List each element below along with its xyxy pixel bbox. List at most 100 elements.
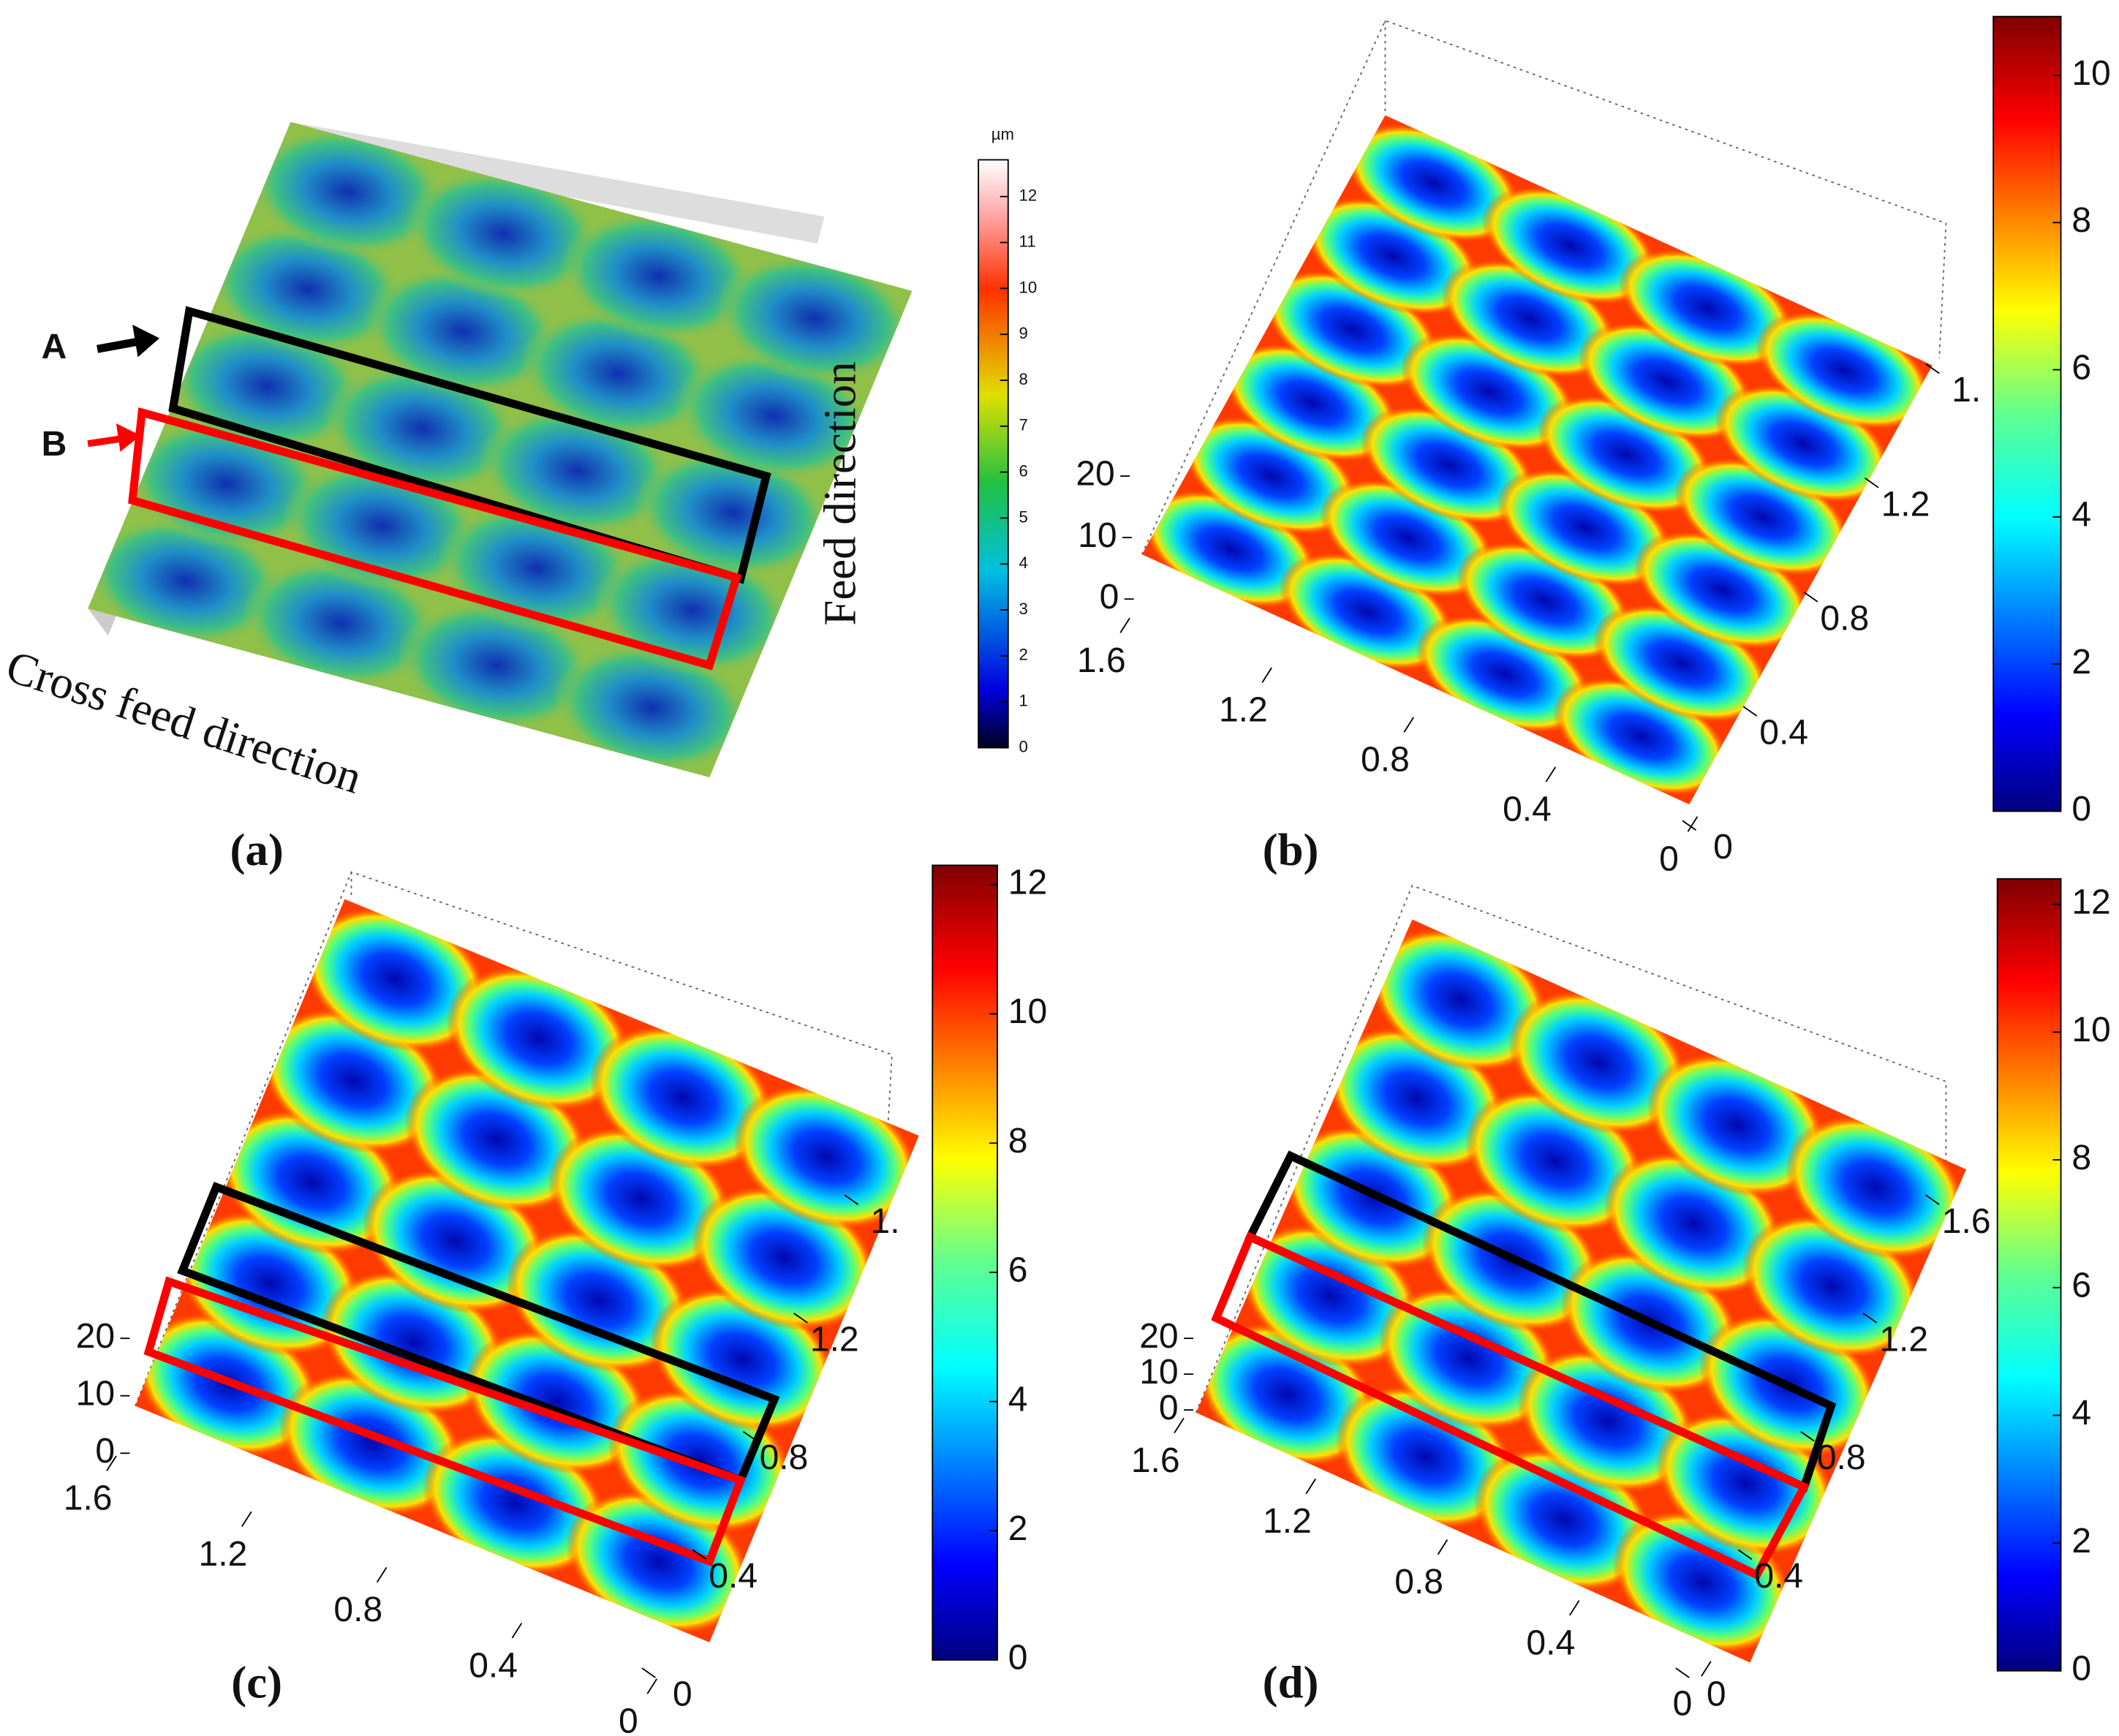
axis-tick-label: 0 [1713,828,1733,867]
axis-tick-label: 0.8 [1817,1438,1866,1477]
axis-tick [1862,1313,1878,1324]
colorbar [1996,878,2062,1672]
axis-tick-label: 1. [1952,371,1981,410]
axis-tick-label: 1.6 [1077,641,1126,680]
colorbar-tick-label: 1 [1019,692,1028,710]
axis-tick [1687,816,1699,832]
axis-tick-label: 1.2 [199,1535,248,1574]
axis-tick-label: 0.4 [1526,1623,1575,1662]
colorbar [978,159,1009,749]
axis-tick [692,1549,707,1560]
colorbar-tick-label: 6 [2071,1266,2091,1305]
colorbar-tick-label: 6 [1019,462,1028,480]
axis-tick [241,1511,252,1528]
axis-tick [742,1430,758,1442]
axis-tick-label: 1.6 [1131,1441,1180,1480]
dimple [1647,1052,1827,1198]
axis-tick-label: 10 [1139,1353,1178,1392]
colorbar-tick-label: 2 [1008,1509,1028,1548]
axis-tick-label: 0 [95,1432,115,1471]
axis-tick-label: 10 [76,1374,115,1413]
colorbar-tick-label: 9 [1019,324,1028,342]
axis-tick-label: 0 [1100,578,1119,616]
axis-tick-label: 10 [1078,516,1117,555]
axis-tick [646,1678,658,1694]
surface [135,899,919,1643]
dimple [1508,989,1689,1135]
annotation: Feed direction [815,361,866,625]
axis-tick-label: 1.6 [64,1479,113,1518]
axis-tick-label: 0 [1673,1685,1693,1724]
axis-tick-label: 0.8 [760,1438,809,1477]
axis-tick [1737,1549,1753,1560]
axis-tick-label: 20 [1076,455,1114,494]
axis-tick-label: 20 [1139,1317,1178,1356]
axis-tick [1437,1539,1448,1555]
axis-tick [106,1455,117,1471]
panel-label: (d) [1263,1656,1319,1707]
dimple [589,1024,776,1171]
axis-tick [1803,592,1818,603]
frame [134,20,1947,1414]
colorbar-tick-label: 6 [1008,1251,1028,1290]
colorbar-tick-label: 0 [2071,1650,2091,1688]
colorbar-tick-label: 0 [1019,737,1028,755]
axis-tick-label: 0.8 [1361,741,1410,780]
axis-tick [641,1667,656,1678]
axis-tick-label: 1. [871,1202,900,1241]
axis-tick [844,1194,859,1205]
axis-tick-label: 0 [619,1702,638,1736]
colorbar-tick-label: 0 [2071,790,2091,829]
axis-tick-label: 0.4 [1759,714,1808,752]
colorbar-tick-label: 8 [2071,1139,2091,1177]
dimple [303,906,488,1052]
wall [290,121,825,244]
colorbar-tick-label: 8 [2071,201,2091,240]
dimple [714,252,913,385]
axis-tick-label: 0.8 [1394,1563,1443,1601]
axis-tick [1403,717,1415,733]
axis-tick-label: 0.4 [1754,1557,1803,1596]
axis-tick [1800,1430,1815,1442]
panel-label: (c) [231,1656,282,1707]
dimple [559,210,759,342]
axis-tick-label: 0 [1707,1675,1726,1714]
colorbar-tick-label: 2 [2071,1522,2091,1560]
colorbar-tick-label: 4 [1019,554,1028,572]
axis-tick-label: 20 [76,1317,115,1356]
dimple [1370,927,1550,1073]
colorbar-tick-label: 10 [2071,54,2110,93]
colorbar-tick-label: 10 [1019,278,1038,296]
axis-tick [376,1566,388,1583]
axis-tick [1682,820,1697,831]
axis-tick [511,1623,523,1639]
dimple [446,965,632,1112]
colorbar-tick-label: 8 [1019,370,1028,388]
colorbar-tick-label: 6 [2071,348,2091,387]
arrows [87,325,160,452]
colorbar-tick-label: 5 [1019,507,1028,526]
colorbar-tick-label: 4 [1008,1380,1028,1419]
axis-tick [1174,1417,1185,1434]
axis-tick [1701,1661,1712,1677]
colorbar-tick-label: 2 [2071,643,2091,682]
panel-label: (a) [230,824,284,875]
axis-tick [1261,667,1272,683]
axis-tick-label: 0.8 [1820,599,1869,638]
axis-tick-label: 0.4 [1503,790,1552,829]
annotation: B [42,425,67,464]
colorbar-unit: µm [991,125,1014,143]
dimple [404,168,603,300]
colorbar-tick-label: 4 [2071,496,2091,535]
axis-tick [1925,1194,1940,1205]
colorbar-tick-label: 10 [2071,1011,2110,1049]
axis-tick [1925,363,1940,374]
colorbar-tick-label: 12 [1019,186,1038,205]
axis-tick-label: 1.2 [1263,1502,1312,1541]
axis-tick-label: 0.4 [709,1557,758,1596]
colorbar-tick-label: 7 [1019,416,1028,434]
colorbar-tick-label: 12 [2071,883,2110,921]
axis-tick [1675,1667,1690,1678]
colorbar-tick-label: 8 [1008,1122,1028,1161]
axis-tick-label: 0 [1159,1389,1179,1427]
